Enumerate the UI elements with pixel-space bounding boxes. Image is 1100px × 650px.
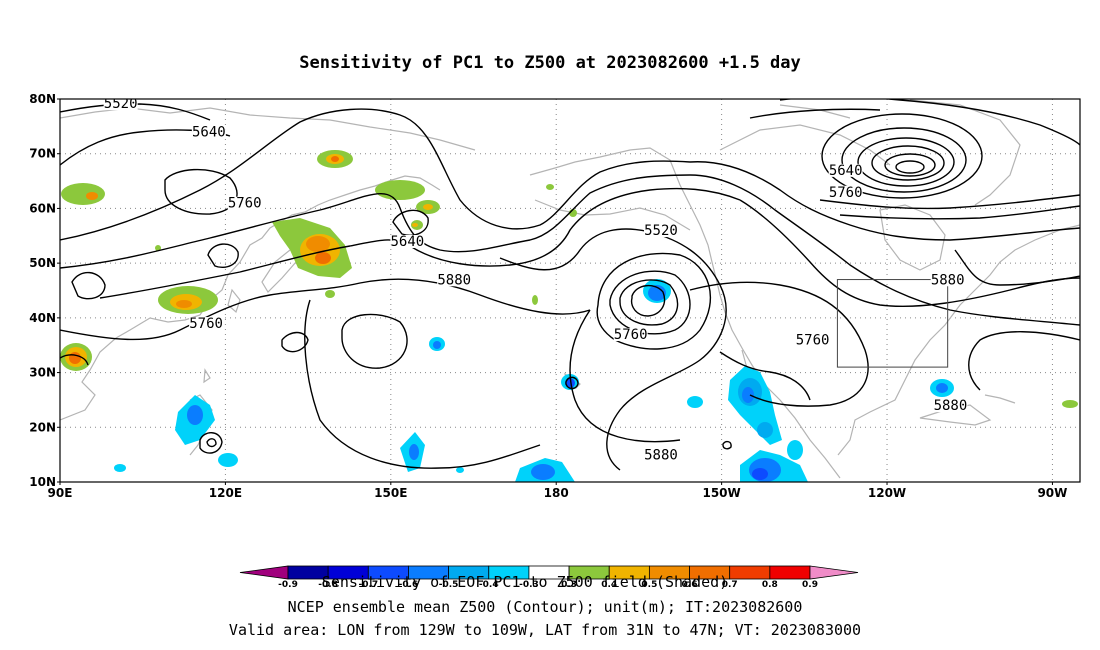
contour-label-bg (933, 399, 968, 413)
lat-tick-label: 20N (29, 420, 56, 434)
figure-title: Sensitivity of PC1 to Z500 at 2023082600… (299, 53, 801, 73)
lon-tick-label: 90W (1037, 486, 1067, 500)
contour-label: 5880 (644, 447, 678, 463)
colorbar-tick-label: 0.3 (561, 580, 577, 590)
lat-tick-label: 30N (29, 366, 56, 380)
contour-label-bg (643, 448, 678, 462)
contour-label: 5760 (189, 316, 223, 332)
contour-label-bg (828, 185, 863, 199)
contour-label: 5760 (829, 185, 863, 201)
longitude-tick-labels: 90E 120E 150E 180 150W 120W 90W (48, 482, 1067, 500)
colorbar-segment (729, 565, 771, 580)
lat-tick-label: 40N (29, 311, 56, 325)
contour-label-bg (189, 317, 224, 331)
contour-label-bg (828, 163, 863, 177)
contour-label-bg (795, 333, 830, 347)
lon-tick-label: 150W (702, 486, 740, 500)
footer-line-1: NCEP ensemble mean Z500 (Contour); unit(… (288, 598, 803, 616)
contour-label: 5880 (934, 398, 968, 414)
colorbar-tick-label: 0.6 (682, 580, 698, 590)
colorbar: -0.9 -0.8 -0.7 -0.6 -0.5 -0.4 -0.3 0.3 0.4 0.5 0.6… (239, 565, 859, 591)
contour-label: 5640 (192, 125, 226, 141)
lon-tick-label: 120W (868, 486, 906, 500)
colorbar-tick-label: 0.9 (802, 580, 818, 590)
colorbar-tick-label: -0.6 (399, 580, 419, 590)
colorbar-tick-label: -0.9 (278, 580, 298, 590)
contour-label-bg (390, 234, 425, 248)
lon-tick-label: 120E (209, 486, 242, 500)
contour-label: 5880 (931, 272, 965, 288)
colorbar-tick-label: -0.7 (358, 580, 378, 590)
lat-tick-label: 80N (29, 92, 56, 106)
lat-tick-label: 70N (29, 147, 56, 161)
contour-label: 5760 (796, 332, 830, 348)
contour-label-bg (930, 273, 965, 287)
colorbar-label: Sensitivity of EOF PC1 to Z500 field (Sh… (322, 573, 728, 591)
contour-label-bg (191, 125, 226, 139)
contour-labels: 5520 5640 5760 5640 5880 5760 5520 5760 5880 5760… (103, 96, 968, 463)
contour-label-bg (643, 224, 678, 238)
contour-label-bg (227, 196, 262, 210)
contour-label: 5520 (644, 223, 678, 239)
colorbar-low-arrow (239, 565, 289, 580)
map-area: 5520 5640 5760 5640 5880 5760 5520 5760 5880 5760… (60, 96, 1080, 482)
z500-contours (60, 99, 1080, 471)
sensitivity-shading (60, 150, 1078, 482)
footer-line-2: Valid area: LON from 129W to 109W, LAT f… (229, 621, 861, 639)
colorbar-tick-label: -0.5 (439, 580, 459, 590)
colorbar-tick-label: 0.5 (641, 580, 657, 590)
colorbar-tick-label: 0.4 (601, 580, 617, 590)
colorbar-high-arrow (809, 565, 859, 580)
colorbar-tick-label: 0.8 (762, 580, 778, 590)
contour-label: 5520 (104, 96, 138, 112)
contour-label-bg (613, 328, 648, 342)
lat-tick-label: 50N (29, 256, 56, 270)
valid-area-box (836, 279, 949, 368)
colorbar-tick-label: -0.3 (519, 580, 539, 590)
contour-label: 5880 (437, 272, 471, 288)
colorbar-tick-label: 0.7 (722, 580, 738, 590)
contour-label: 5640 (390, 234, 424, 250)
colorbar-tick-label: -0.4 (479, 580, 499, 590)
contour-label-bg (437, 273, 472, 287)
colorbar-tick-label: -0.8 (318, 580, 338, 590)
contour-label: 5760 (614, 327, 648, 343)
lon-tick-label: 90E (48, 486, 73, 500)
lat-tick-label: 10N (29, 475, 56, 489)
latitude-tick-labels: 80N 70N 60N 50N 40N 30N 20N 10N (29, 92, 60, 489)
contour-label: 5640 (829, 163, 863, 179)
colorbar-segment (769, 565, 811, 580)
map-frame (59, 98, 1081, 483)
lon-tick-label: 180 (544, 486, 569, 500)
lat-tick-label: 60N (29, 201, 56, 215)
lon-tick-label: 150E (374, 486, 407, 500)
contour-label-bg (103, 99, 138, 111)
contour-label: 5760 (228, 196, 262, 212)
